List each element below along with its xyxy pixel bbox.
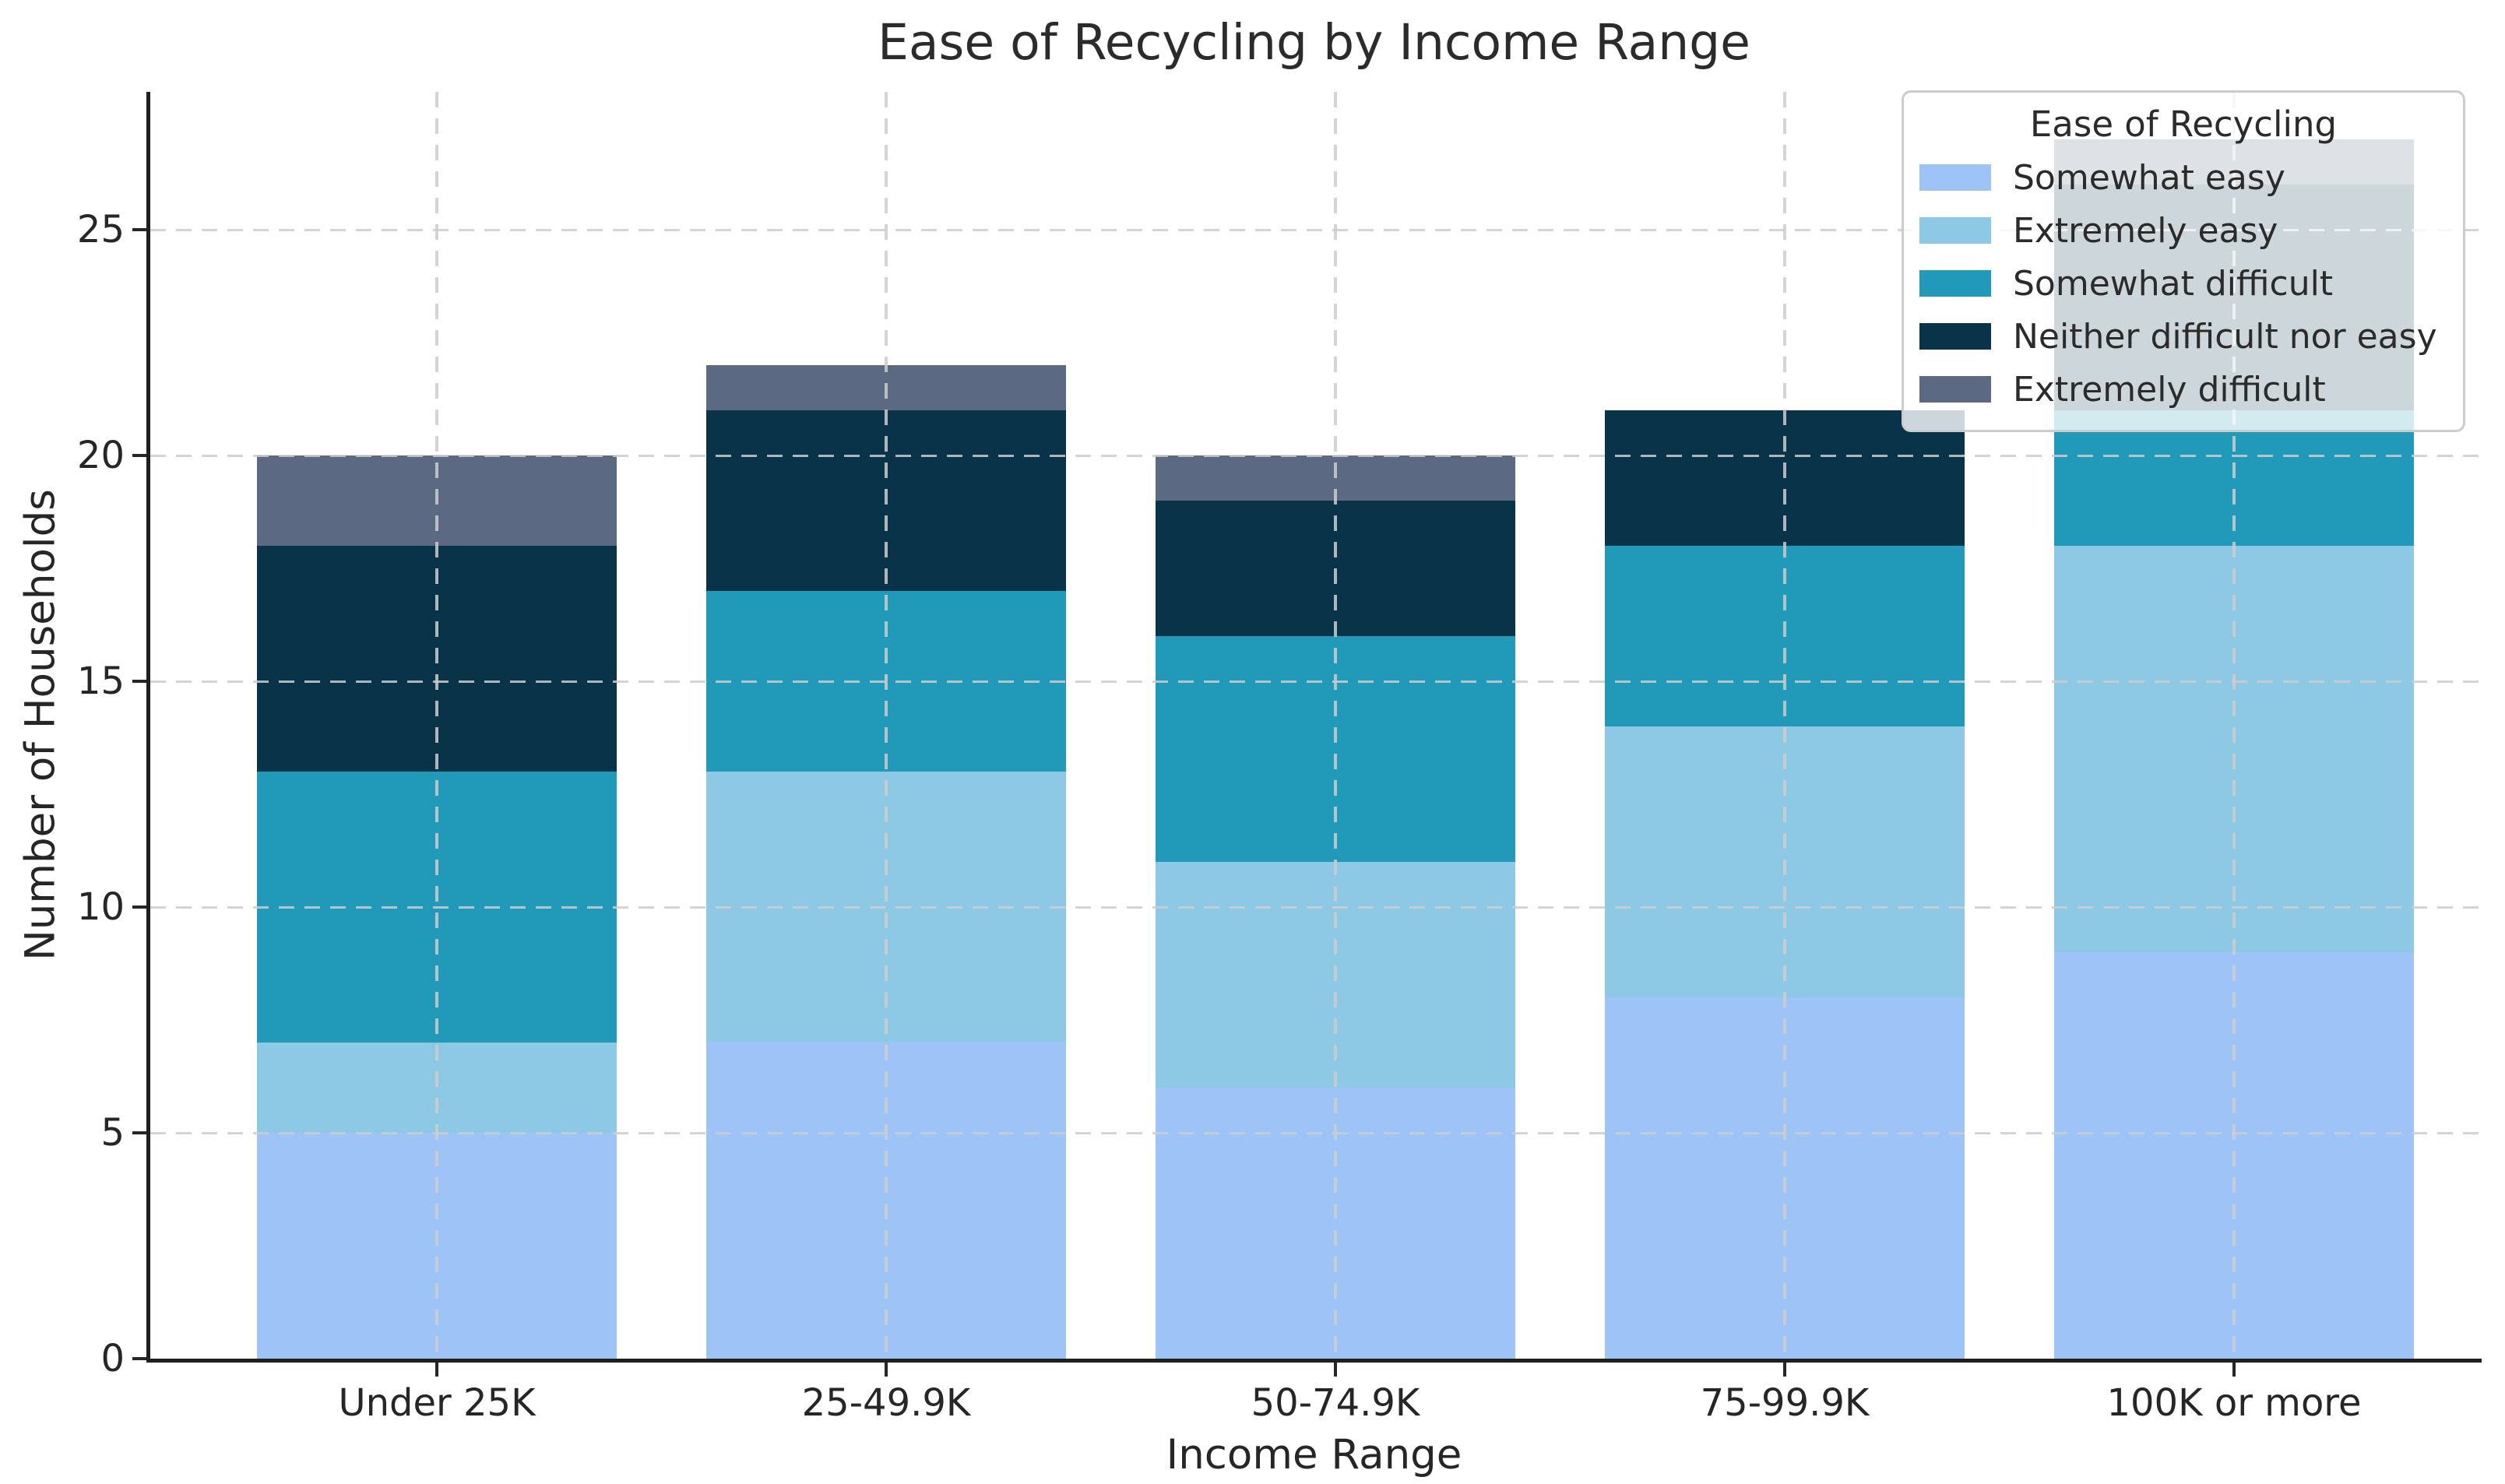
legend-label: Neither difficult nor easy [2013,316,2437,357]
y-tick-label: 20 [76,434,125,477]
y-tick-label: 10 [76,885,125,929]
h-gridline [150,906,2480,909]
x-tick-mark [2232,1363,2236,1377]
x-tick-label: 75-99.9K [1700,1381,1870,1425]
legend: Ease of Recycling Somewhat easy Extremely… [1902,90,2465,432]
y-tick-mark [132,228,146,231]
legend-swatch-icon [1919,270,1991,297]
legend-swatch-icon [1919,164,1991,191]
y-tick-mark [132,906,146,909]
legend-item: Somewhat difficult [1919,257,2447,310]
y-tick-mark [132,1131,146,1134]
legend-title: Ease of Recycling [2029,104,2338,145]
legend-items: Somewhat easy Extremely easy Somewhat diff… [1919,151,2447,416]
legend-label: Extremely easy [2013,210,2278,251]
y-tick-mark [132,454,146,457]
legend-swatch-icon [1919,323,1991,350]
legend-swatch-icon [1919,217,1991,244]
h-gridline [150,680,2480,683]
v-gridline [1334,92,1337,1359]
x-tick-label: 50-74.9K [1251,1381,1420,1425]
y-tick-label: 15 [76,659,125,703]
x-tick-label: 100K or more [2106,1381,2362,1425]
legend-label: Somewhat difficult [2013,263,2334,304]
v-gridline [1783,92,1786,1359]
x-tick-label: 25-49.9K [801,1381,971,1425]
legend-item: Neither difficult nor easy [1919,310,2447,363]
legend-item: Extremely easy [1919,204,2447,257]
legend-item: Extremely difficult [1919,363,2447,416]
x-axis-spine [146,1359,2482,1363]
y-axis-spine [146,92,150,1362]
legend-item: Somewhat easy [1919,151,2447,204]
y-tick-mark [132,680,146,683]
x-tick-label: Under 25K [338,1381,536,1425]
x-axis-label: Income Range [1166,1431,1462,1479]
h-gridline [150,455,2480,457]
y-tick-label: 0 [100,1337,125,1380]
v-gridline [2232,92,2236,1359]
chart-title: Ease of Recycling by Income Range [878,14,1750,71]
v-gridline [885,92,888,1359]
y-tick-mark [132,1357,146,1360]
y-tick-label: 5 [100,1111,125,1155]
x-tick-mark [885,1363,888,1377]
h-gridline [150,1132,2480,1134]
v-gridline [435,92,438,1359]
y-axis-label: Number of Households [16,489,65,961]
legend-label: Somewhat easy [2013,157,2285,198]
legend-swatch-icon [1919,376,1991,403]
x-tick-mark [1334,1363,1337,1377]
x-tick-mark [435,1363,438,1377]
h-gridline [150,229,2480,231]
x-tick-mark [1783,1363,1786,1377]
legend-label: Extremely difficult [2013,369,2326,410]
y-tick-label: 25 [76,208,125,251]
